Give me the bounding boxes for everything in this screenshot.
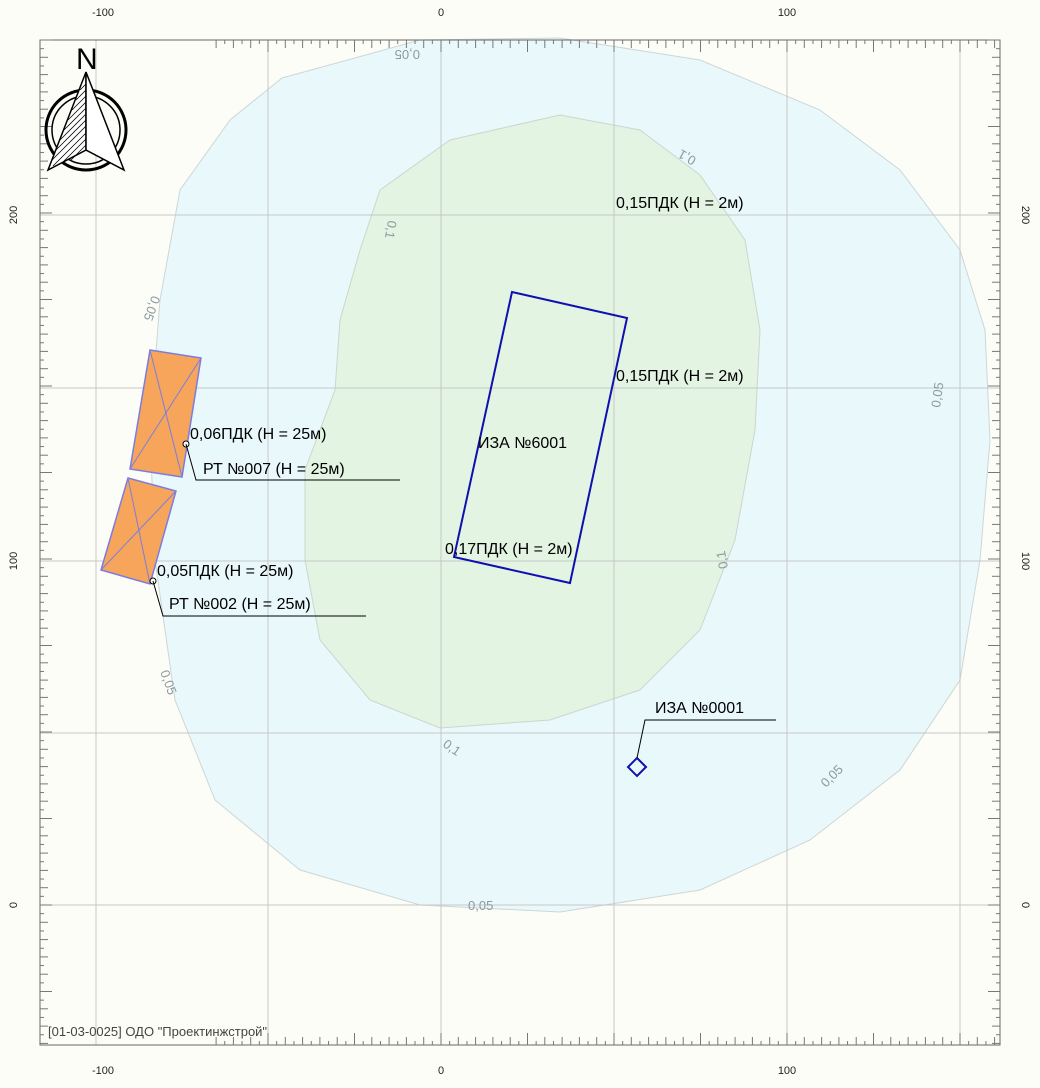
- isoline-label: 0,05: [395, 47, 420, 62]
- conc-label: 0,15ПДК (H = 2м): [616, 195, 744, 212]
- organization-stamp: [01-03-0025] ОДО "Проектинжстрой": [48, 1024, 267, 1039]
- x-axis-labels-bottom: -100 0 100: [92, 1065, 796, 1077]
- calc-point-leader: [152, 580, 366, 617]
- map-frame: [39, 39, 1001, 1046]
- ruler-ticks: [40, 39, 1000, 1045]
- source-6001-outline[interactable]: [452, 290, 629, 585]
- calc-point-name: РТ №002 (H = 25м): [169, 596, 311, 613]
- isoline-label: 0,1: [382, 219, 400, 239]
- y-axis-labels-right: 200 100 0: [1019, 206, 1031, 908]
- isoline-label: 0,05: [928, 381, 946, 408]
- x-tick-label: 0: [438, 1065, 444, 1077]
- north-label: N: [76, 43, 98, 76]
- x-tick-label: 100: [778, 1065, 796, 1077]
- calc-point-leader: [185, 443, 400, 481]
- isoline-label: 0,1: [713, 550, 731, 570]
- isoline-label: 0,05: [468, 898, 493, 913]
- calc-point-conc: 0,05ПДК (H = 25м): [157, 563, 293, 580]
- y-tick-label: 100: [1019, 552, 1031, 570]
- y-tick-label: 0: [8, 902, 20, 908]
- building-lower[interactable]: [100, 477, 177, 585]
- calc-point-conc: 0,06ПДК (H = 25м): [190, 426, 326, 443]
- source-6001-label: ИЗА №6001: [478, 435, 567, 452]
- source-0001-leader: [636, 719, 776, 759]
- x-tick-label: 0: [438, 7, 444, 19]
- y-tick-label: 200: [1019, 206, 1031, 224]
- y-tick-label: 100: [8, 552, 20, 570]
- grid: [40, 40, 1000, 1045]
- source-0001-marker[interactable]: [626, 756, 648, 778]
- y-axis-labels-left: 200 100 0: [8, 206, 20, 908]
- conc-label: 0,17ПДК (H = 2м): [445, 541, 573, 558]
- north-arrow: N: [44, 43, 128, 172]
- x-tick-label: 100: [778, 7, 796, 19]
- x-tick-label: -100: [92, 7, 114, 19]
- calc-point-name: РТ №007 (H = 25м): [203, 461, 345, 478]
- x-axis-labels-top: -100 0 100: [92, 7, 796, 19]
- source-0001-label: ИЗА №0001: [655, 700, 744, 717]
- conc-label: 0,15ПДК (H = 2м): [616, 368, 744, 385]
- zone-0-1: [304, 114, 761, 729]
- y-tick-label: 200: [8, 206, 20, 224]
- x-tick-label: -100: [92, 1065, 114, 1077]
- y-tick-label: 0: [1019, 902, 1031, 908]
